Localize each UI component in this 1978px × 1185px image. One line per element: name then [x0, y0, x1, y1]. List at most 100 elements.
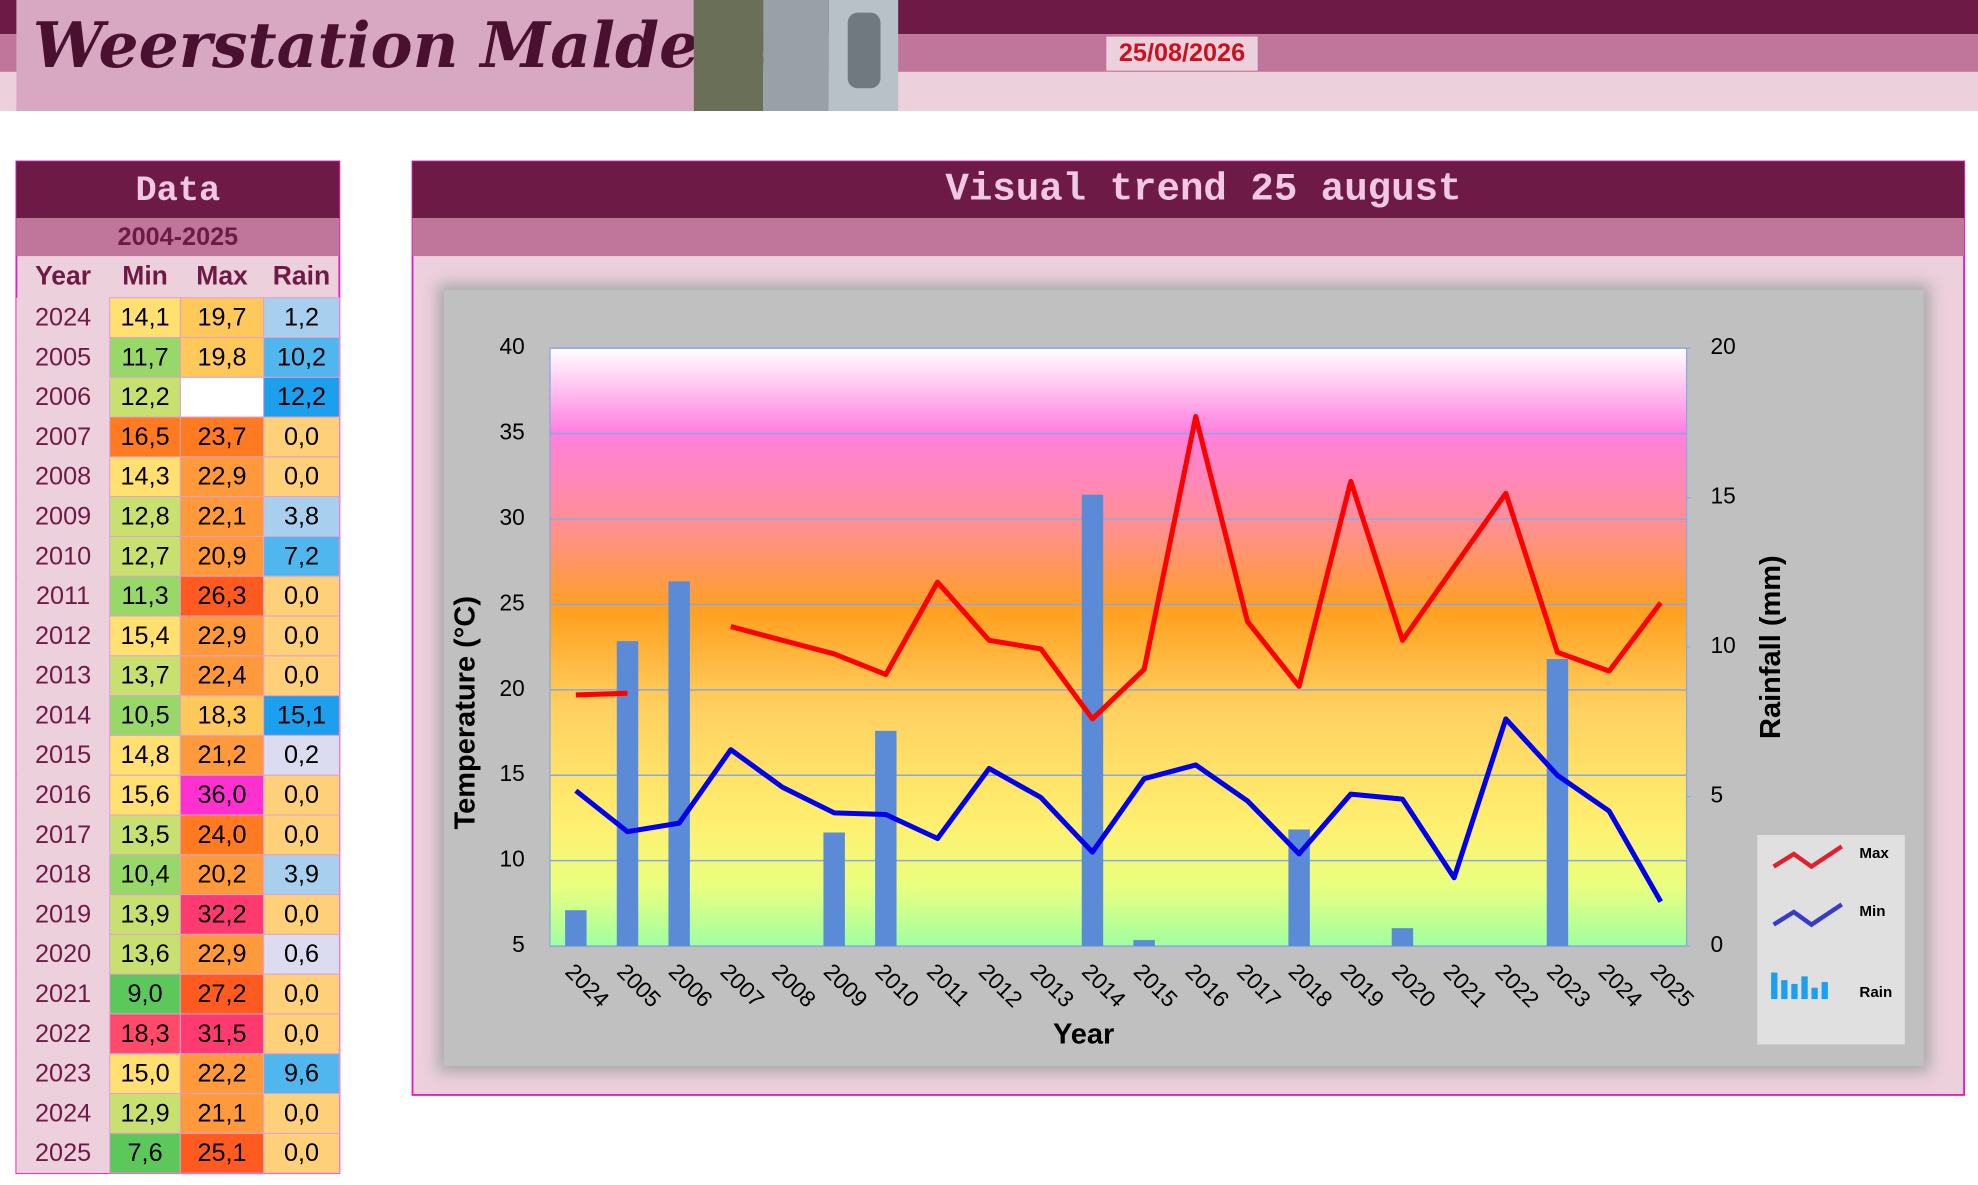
y2-axis-title: Rainfall (mm) [1755, 555, 1787, 739]
table-cell [16, 974, 110, 1014]
photo-shape [847, 12, 881, 89]
cell-text: 2013 [35, 662, 91, 690]
cell-text: 12,2 [277, 383, 326, 411]
rain-bar [823, 832, 845, 947]
column-header: Max [196, 261, 248, 291]
cell-text: 21,2 [197, 741, 246, 769]
table-cell [263, 774, 340, 816]
cell-text: 19,8 [197, 343, 246, 371]
chart-title: Visual trend 25 august [945, 167, 1461, 212]
y2-tick-label: 5 [1711, 782, 1724, 808]
y-axis-title: Temperature (°C) [449, 596, 481, 829]
table-cell [16, 695, 110, 736]
cell-text: 19,7 [197, 304, 246, 332]
cell-text: 2017 [35, 821, 91, 849]
table-cell [179, 1132, 265, 1174]
cell-text: 2025 [35, 1139, 91, 1167]
cell-text: 22,9 [197, 940, 246, 968]
legend-icon [1781, 980, 1788, 1000]
cell-text: 2019 [35, 900, 91, 928]
table-cell [109, 854, 181, 896]
table-cell [263, 894, 340, 935]
cell-text: 10,4 [121, 861, 170, 889]
table-cell [16, 297, 110, 338]
title-box [16, 0, 694, 112]
cell-text: 15,0 [121, 1060, 170, 1088]
cell-text: 2011 [36, 582, 90, 610]
legend-icon [1771, 972, 1778, 1000]
temp-line [574, 716, 1663, 903]
rain-bar [1546, 659, 1569, 947]
cell-text: 21,1 [197, 1099, 246, 1127]
cell-text: 0,0 [284, 1099, 319, 1127]
table-cell [179, 456, 265, 498]
cell-text: 23,7 [197, 423, 246, 451]
date: 25/08/2026 [1119, 39, 1245, 67]
chart-subhead [412, 218, 1965, 257]
rain-bar [616, 641, 639, 947]
cell-text: 18,3 [121, 1020, 170, 1048]
table-cell [179, 416, 265, 458]
table-cell [109, 416, 181, 458]
photo [693, 0, 764, 112]
cell-text: 31,5 [197, 1020, 246, 1048]
cell-text: 14,1 [121, 304, 170, 332]
cell-text: 13,9 [121, 900, 170, 928]
cell-text: 22,9 [197, 463, 246, 491]
table-cell [263, 535, 340, 577]
rain-bar [1133, 940, 1155, 947]
cell-text: 0,0 [284, 582, 319, 610]
table-cell [16, 616, 110, 656]
y-tick-label: 15 [500, 760, 525, 786]
table-cell [109, 535, 181, 577]
photo [763, 0, 829, 112]
rain-bar [565, 910, 587, 947]
table-cell [263, 456, 340, 498]
table-cell [109, 376, 181, 418]
plot-area [549, 347, 1688, 947]
cell-text: 22,1 [197, 502, 246, 530]
table-cell [263, 734, 340, 776]
y-tick-label: 40 [500, 333, 525, 359]
cell-text: 9,0 [128, 980, 163, 1008]
cell-text: 26,3 [197, 582, 246, 610]
column-header: Min [122, 261, 168, 291]
cell-text: 12,7 [121, 542, 170, 570]
cell-text: 13,6 [121, 940, 170, 968]
cell-text: 12,8 [121, 502, 170, 530]
y-tick-label: 35 [500, 419, 525, 445]
cell-text: 16,5 [121, 423, 170, 451]
table-cell [179, 336, 265, 378]
table-cell [109, 734, 181, 776]
cell-text: 27,2 [197, 980, 246, 1008]
cell-text: 2023 [35, 1060, 91, 1088]
table-cell [109, 456, 181, 498]
rain-bar [668, 581, 690, 947]
cell-text: 10,5 [121, 701, 170, 729]
table-title: Data [135, 171, 220, 211]
table-cell [109, 695, 181, 736]
table-cell [263, 695, 340, 736]
site-title: Weerstation Malderen [33, 8, 819, 82]
temp-line [575, 414, 1663, 722]
cell-text: 2020 [35, 940, 91, 968]
x-axis-title: Year [1053, 1018, 1114, 1050]
cell-text: 22,2 [197, 1060, 246, 1088]
table-cell [179, 376, 265, 418]
table-cell [179, 933, 265, 975]
y2-tick-label: 15 [1711, 483, 1736, 509]
table-cell [16, 536, 110, 577]
cell-text: 2012 [35, 622, 91, 650]
table-cell [263, 1093, 340, 1134]
y-tick-label: 20 [500, 675, 525, 701]
cell-text: 2024 [35, 304, 91, 332]
cell-text: 0,0 [284, 622, 319, 650]
cell-text: 2015 [35, 741, 91, 769]
cell-text: 1,2 [284, 304, 319, 332]
cell-text: 3,9 [284, 861, 319, 889]
cell-text: 15,6 [121, 781, 170, 809]
table-cell [179, 297, 265, 338]
chart-head [412, 161, 1965, 219]
table-cell [16, 934, 110, 975]
